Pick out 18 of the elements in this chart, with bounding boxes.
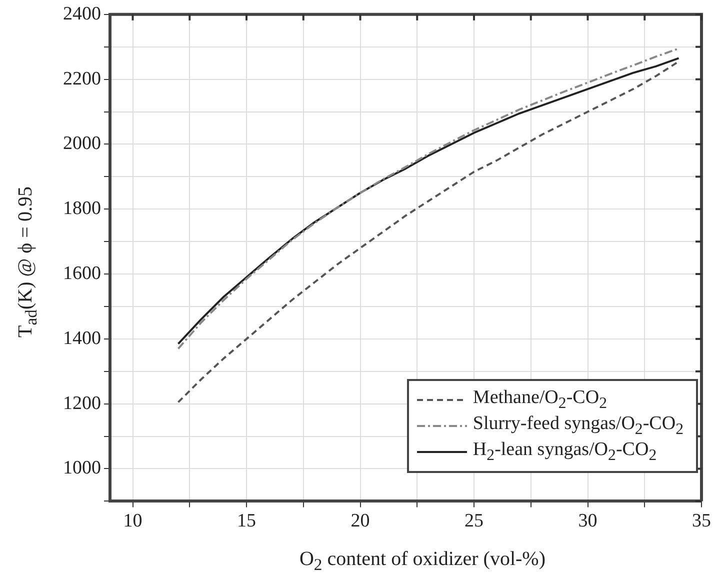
x-axis-title: O$_{2}$ content of oxidizer (vol-%)	[298, 548, 547, 575]
x-tick-label: 15	[237, 510, 256, 532]
y-tick-label: 2200	[63, 68, 101, 90]
x-tick-label: 20	[350, 510, 370, 532]
legend-label: Methane/O$_{2}$-CO$_{2}$	[472, 387, 607, 414]
y-tick-label: 1800	[63, 198, 101, 220]
y-tick-label: 1000	[63, 458, 101, 479]
y-tick-label: 1400	[63, 328, 101, 349]
y-tick-label: 2400	[63, 3, 101, 24]
y-tick-label: 2000	[63, 133, 101, 154]
x-tick-label: 30	[578, 510, 598, 532]
legend-label: Slurry-feed syngas/O$_{2}$-CO$_{2}$	[472, 413, 684, 440]
y-tick-label: 1200	[63, 392, 101, 414]
legend-label: H$_{2}$-lean syngas/O$_{2}$-CO$_{2}$	[472, 439, 657, 466]
x-tick-label: 25	[464, 510, 484, 532]
y-tick-label: 1600	[63, 263, 101, 284]
x-tick-label: 10	[123, 510, 142, 532]
x-tick-label: 35	[692, 510, 711, 532]
